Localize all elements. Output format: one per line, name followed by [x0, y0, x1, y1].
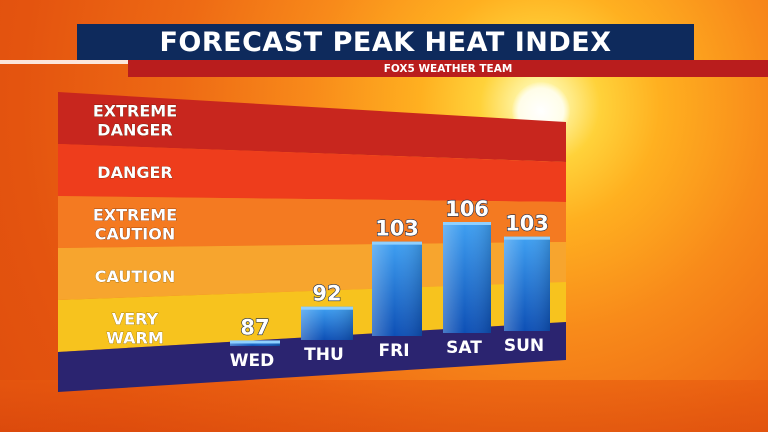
value-label: 103 — [375, 217, 419, 241]
value-label: 106 — [445, 197, 489, 221]
value-label: 103 — [505, 212, 549, 236]
heat-zone-label: EXTREME CAUTION — [93, 206, 177, 244]
heat-zone-band — [58, 92, 566, 162]
bar-top-highlight — [230, 340, 280, 344]
value-label: 92 — [312, 282, 341, 306]
day-label: FRI — [378, 341, 409, 361]
value-label: 87 — [240, 315, 269, 339]
day-label: WED — [230, 351, 274, 371]
bar-top-highlight — [372, 241, 422, 245]
day-label: SAT — [446, 338, 482, 358]
bar-shading — [443, 222, 491, 333]
bars — [230, 222, 550, 346]
horizon-band — [0, 380, 768, 432]
bar-top-highlight — [504, 236, 550, 240]
chart-subtitle: FOX5 WEATHER TEAM — [383, 62, 513, 75]
heat-zone-label: EXTREME DANGER — [93, 102, 177, 140]
heat-zone-label: VERY WARM — [106, 310, 164, 348]
bar-shading — [301, 306, 353, 340]
heat-zone-band — [58, 144, 566, 202]
bar-shading — [372, 241, 422, 336]
chart-title: FORECAST PEAK HEAT INDEX — [159, 26, 612, 58]
title-banner: FORECAST PEAK HEAT INDEX — [77, 24, 694, 60]
heat-zone-label: CAUTION — [95, 267, 175, 286]
heat-zones — [58, 92, 566, 352]
heat-zone-labels: EXTREME DANGER DANGER EXTREME CAUTION CAUTION… — [93, 101, 178, 348]
bar-top-highlight — [301, 306, 353, 310]
accent-line — [0, 60, 128, 64]
day-label: SUN — [504, 336, 544, 356]
heat-zone-band — [58, 196, 566, 248]
bar-top-highlight — [443, 222, 491, 225]
value-labels: 87 92 103 106 103 — [240, 196, 550, 340]
heat-zone-label: DANGER — [97, 163, 172, 182]
day-labels: WED THU FRI SAT SUN — [230, 336, 544, 371]
subtitle-banner: FOX5 WEATHER TEAM — [128, 60, 768, 77]
chart-base-platform — [58, 322, 566, 392]
day-label: THU — [304, 345, 344, 365]
heat-zone-band — [58, 242, 566, 300]
bar-shading — [504, 236, 550, 331]
